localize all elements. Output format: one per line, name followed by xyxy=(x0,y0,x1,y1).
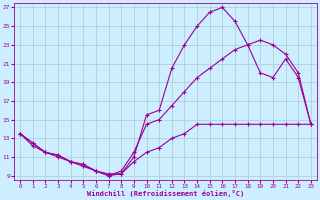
X-axis label: Windchill (Refroidissement éolien,°C): Windchill (Refroidissement éolien,°C) xyxy=(87,190,244,197)
